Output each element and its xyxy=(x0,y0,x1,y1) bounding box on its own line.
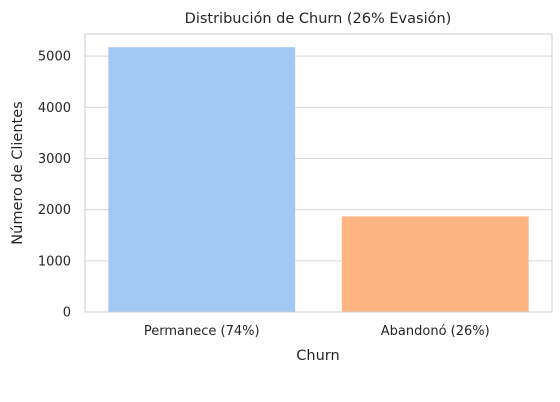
x-tick-label: Abandonó (26%) xyxy=(381,324,490,339)
x-axis-label: Churn xyxy=(296,348,339,364)
y-tick-labels: 0 1000 2000 3000 4000 5000 xyxy=(38,50,71,321)
x-tick-labels: Permanece (74%) Abandonó (26%) xyxy=(144,324,490,339)
x-tick-label: Permanece (74%) xyxy=(144,324,260,339)
bar-1 xyxy=(341,216,529,312)
y-tick-label: 0 xyxy=(63,306,71,321)
plot-frame xyxy=(84,33,553,313)
bars xyxy=(108,47,529,312)
y-tick-label: 3000 xyxy=(38,152,71,167)
bar-0 xyxy=(108,47,296,312)
y-tick-label: 2000 xyxy=(38,203,71,218)
y-tick-label: 5000 xyxy=(38,50,71,65)
chart-title: Distribución de Churn (26% Evasión) xyxy=(185,11,452,27)
y-tick-label: 4000 xyxy=(38,101,71,116)
y-tick-label: 1000 xyxy=(38,254,71,269)
y-axis-label: Número de Clientes xyxy=(10,101,26,244)
